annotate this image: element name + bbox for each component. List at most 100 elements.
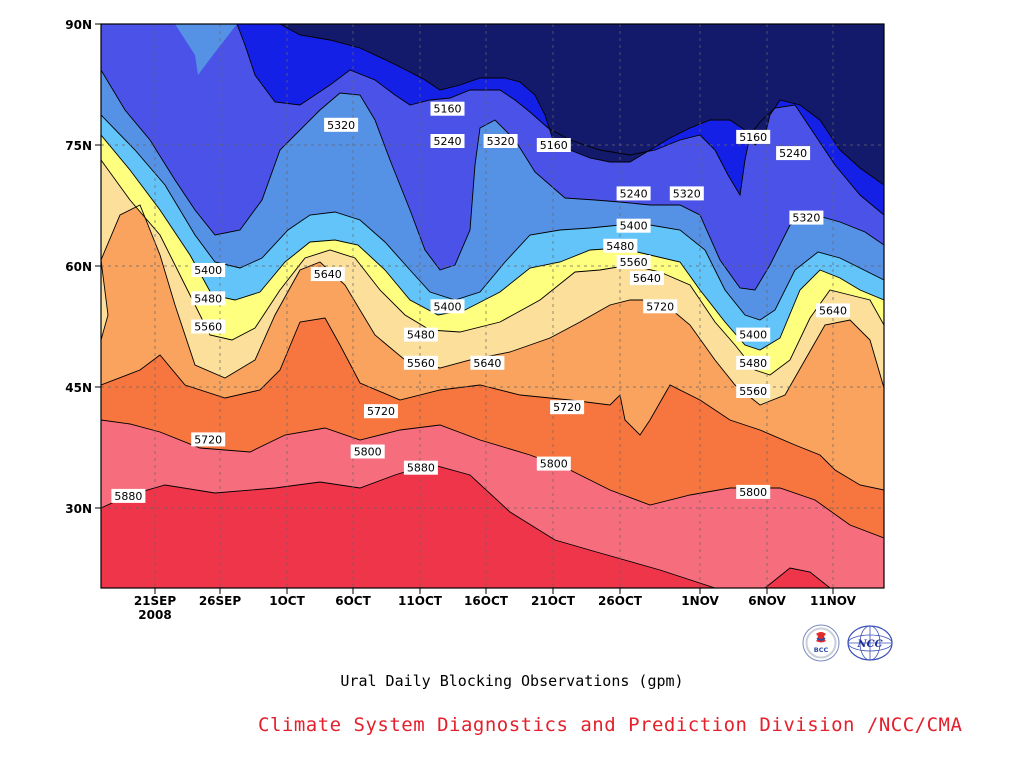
- contour-label-text: 5720: [553, 401, 581, 414]
- contour-label-text: 5560: [620, 256, 648, 269]
- contour-label-5560: 5560: [191, 319, 226, 334]
- band-5240-top-left: [101, 24, 237, 75]
- y-tick-label-30n: 30N: [65, 502, 92, 516]
- x-tick-label-26oct: 26OCT: [598, 594, 643, 608]
- y-tick-labels: 90N 75N 60N 45N 30N: [65, 18, 92, 516]
- contour-label-bg: [403, 327, 438, 342]
- contour-label-text: 5240: [779, 147, 807, 160]
- y-tick-label-45n: 45N: [65, 381, 92, 395]
- contour-label-bg: [616, 186, 651, 201]
- contour-label-bg: [536, 456, 571, 471]
- contour-label-text: 5720: [367, 405, 395, 418]
- contour-label-bg: [403, 460, 438, 475]
- contour-label-bg: [736, 355, 771, 370]
- contour-line-5480: [101, 134, 884, 351]
- contour-label-5400: 5400: [736, 327, 771, 342]
- contour-label-bg: [629, 271, 664, 286]
- band-5880-pocket: [765, 568, 830, 588]
- contour-label-bg: [430, 101, 465, 116]
- contour-label-bg: [191, 263, 226, 277]
- contour-label-5480: 5480: [403, 327, 438, 342]
- contour-label-5640: 5640: [816, 303, 850, 318]
- contour-label-5560: 5560: [736, 384, 771, 398]
- x-tick-label-6oct: 6OCT: [335, 594, 371, 608]
- contour-label-5160: 5160: [536, 138, 571, 152]
- contour-labels: 5160 5240 5320 5320 5160 5240 5320 5160 5240 5320…: [111, 101, 850, 503]
- y-tick-label-60n: 60N: [65, 260, 92, 274]
- ncc-logo: NCC: [847, 625, 893, 661]
- contour-label-bg: [364, 404, 398, 419]
- contour-label-bg: [736, 384, 771, 398]
- contour-label-bg: [191, 291, 226, 306]
- x-tick-label-1oct: 1OCT: [269, 594, 305, 608]
- contour-line-5240: [236, 24, 884, 216]
- contour-label-5800: 5800: [536, 456, 571, 471]
- y-axis: [95, 23, 101, 509]
- x-tick-label-year: 2008: [138, 608, 171, 622]
- contour-line-5640: [101, 204, 884, 406]
- contour-label-bg: [430, 299, 465, 314]
- x-tick-label-21oct: 21OCT: [531, 594, 576, 608]
- contour-label-5480: 5480: [736, 355, 771, 370]
- contour-label-5240: 5240: [616, 186, 651, 201]
- contour-label-bg: [483, 134, 518, 148]
- contour-label-bg: [736, 484, 771, 499]
- x-tick-labels: 21SEP 2008 26SEP 1OCT 6OCT 11OCT 16OCT 2…: [134, 594, 857, 622]
- contour-label-text: 5160: [434, 103, 462, 116]
- contour-label-text: 5400: [434, 300, 462, 313]
- contour-label-5320: 5320: [669, 186, 704, 201]
- contour-label-bg: [470, 355, 505, 370]
- contour-label-bg: [603, 238, 638, 253]
- contour-label-bg: [616, 218, 651, 233]
- contour-label-text: 5480: [739, 357, 767, 370]
- contour-bands: [101, 24, 884, 588]
- contour-label-bg: [111, 488, 146, 503]
- x-tick-label-6nov: 6NOV: [748, 594, 786, 608]
- bcc-logo-text: BCC: [814, 646, 829, 654]
- contour-label-text: 5320: [673, 187, 701, 200]
- contour-label-text: 5480: [194, 292, 222, 305]
- contour-label-5640: 5640: [470, 355, 505, 370]
- contour-label-text: 5800: [739, 486, 767, 499]
- contour-label-text: 5560: [739, 385, 767, 398]
- contour-label-5720: 5720: [364, 404, 398, 419]
- contour-label-bg: [403, 355, 438, 370]
- contour-line-5560: [101, 159, 884, 376]
- credit-line: Climate System Diagnostics and Predictio…: [258, 714, 963, 736]
- contour-label-text: 5880: [114, 490, 142, 503]
- plot-frame: [100, 23, 885, 589]
- contour-line-5880-b: [764, 567, 831, 588]
- contour-label-text: 5400: [739, 329, 767, 342]
- contour-label-5160: 5160: [736, 129, 771, 144]
- x-tick-label-16oct: 16OCT: [464, 594, 509, 608]
- contour-label-text: 5240: [620, 187, 648, 200]
- contour-label-5800: 5800: [736, 484, 771, 499]
- contour-label-5880: 5880: [403, 460, 438, 475]
- contour-label-text: 5800: [354, 446, 382, 459]
- contour-label-bg: [816, 303, 850, 318]
- contour-label-text: 5640: [473, 357, 501, 370]
- contour-label-text: 5480: [606, 240, 634, 253]
- contour-label-text: 5800: [540, 458, 568, 471]
- contour-label-5240: 5240: [776, 146, 811, 161]
- contour-label-text: 5640: [633, 272, 661, 285]
- y-tick-label-90n: 90N: [65, 18, 92, 32]
- contour-label-text: 5640: [819, 304, 847, 317]
- contour-label-5240: 5240: [430, 134, 465, 148]
- contour-label-5320: 5320: [483, 134, 518, 148]
- contour-label-text: 5560: [194, 321, 222, 334]
- contour-label-text: 5240: [434, 135, 462, 148]
- x-tick-label-21sep: 21SEP: [134, 594, 177, 608]
- contour-label-text: 5720: [646, 300, 674, 313]
- contour-label-5480: 5480: [603, 238, 638, 253]
- contour-label-5720: 5720: [643, 299, 678, 314]
- contour-label-text: 5320: [487, 135, 515, 148]
- x-tick-label-1nov: 1NOV: [681, 594, 719, 608]
- contour-label-5400: 5400: [430, 299, 465, 314]
- contour-label-bg: [191, 319, 226, 334]
- contour-label-5640: 5640: [629, 271, 664, 286]
- contour-label-bg: [536, 138, 571, 152]
- contour-label-5560: 5560: [616, 255, 651, 269]
- contour-label-5800: 5800: [350, 444, 385, 459]
